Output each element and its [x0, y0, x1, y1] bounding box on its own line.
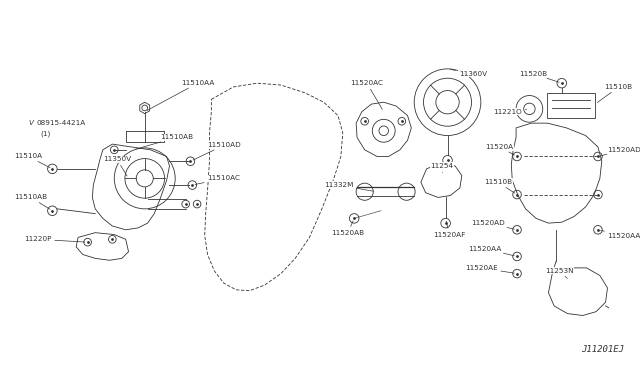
- Text: 11510AB: 11510AB: [136, 134, 193, 149]
- Text: 11520AG: 11520AG: [0, 371, 1, 372]
- Text: 11350V: 11350V: [103, 156, 131, 176]
- Text: 11220P: 11220P: [24, 236, 85, 242]
- Text: 11221O: 11221O: [493, 109, 527, 115]
- Text: 11510B: 11510B: [597, 84, 633, 102]
- Text: 11520AE: 11520AE: [465, 265, 515, 273]
- Text: 11360V: 11360V: [451, 70, 487, 77]
- Text: 11332M: 11332M: [324, 182, 373, 191]
- Text: 11510AA: 11510AA: [147, 80, 214, 110]
- Text: 08915-4421A: 08915-4421A: [36, 120, 85, 126]
- Text: 11510AB: 11510AB: [14, 195, 50, 209]
- Text: J11201EJ: J11201EJ: [581, 345, 624, 354]
- Text: 11253N: 11253N: [545, 268, 573, 278]
- Text: 11520AD: 11520AD: [471, 220, 515, 229]
- Text: 11520AD: 11520AD: [601, 147, 640, 156]
- Text: 11510AD: 11510AD: [193, 142, 241, 160]
- Text: V: V: [29, 120, 33, 126]
- Text: 11254: 11254: [430, 163, 454, 173]
- Text: 11520AB: 11520AB: [332, 221, 365, 235]
- Text: 11520AF: 11520AF: [433, 221, 465, 238]
- Text: 11520AA: 11520AA: [601, 230, 640, 238]
- Text: 11510B: 11510B: [484, 179, 515, 193]
- Text: 11520A: 11520A: [486, 144, 515, 155]
- Text: 11520AC: 11520AC: [350, 80, 383, 109]
- Text: 11520AA: 11520AA: [468, 246, 515, 256]
- Text: 11510AC: 11510AC: [195, 175, 241, 185]
- Text: 11520B: 11520B: [519, 71, 559, 82]
- Text: (1): (1): [40, 131, 51, 137]
- Text: 11510A: 11510A: [14, 154, 50, 168]
